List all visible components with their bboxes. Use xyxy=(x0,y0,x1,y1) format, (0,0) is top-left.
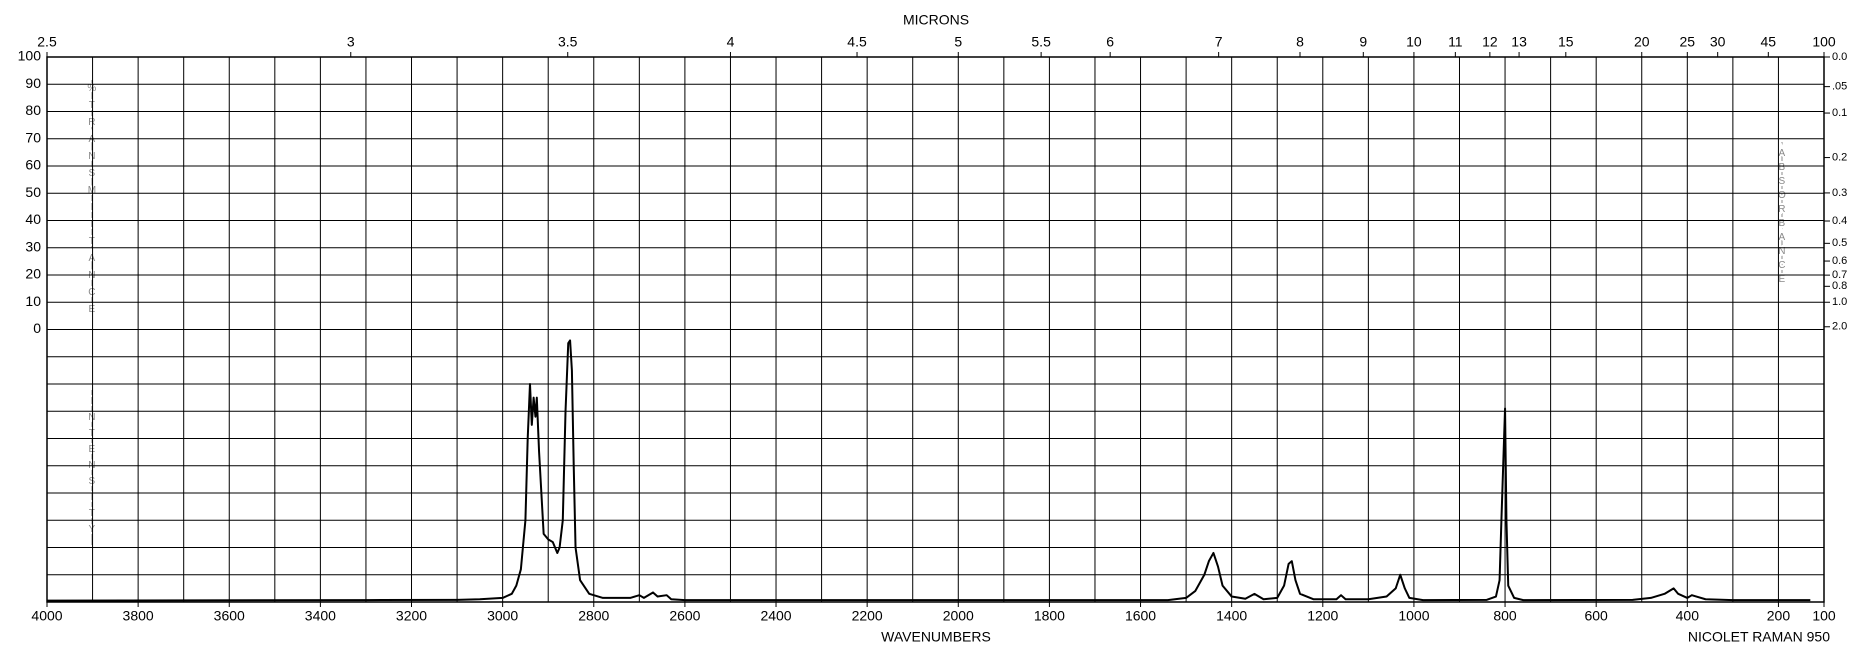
x2-tick-label: 3.5 xyxy=(558,34,578,50)
x2-tick-label: 30 xyxy=(1710,34,1726,50)
y2-tick-label: 0.7 xyxy=(1832,269,1847,281)
y-tick-label: 90 xyxy=(25,75,41,91)
x2-tick-label: 2.5 xyxy=(37,34,57,50)
x2-tick-label: 12 xyxy=(1482,34,1498,50)
y-tick-label: 0 xyxy=(33,320,41,336)
x-tick-label: 100 xyxy=(1812,608,1836,624)
y2-tick-label: 2.0 xyxy=(1832,321,1847,333)
x2-tick-label: 9 xyxy=(1359,34,1367,50)
x-tick-label: 2000 xyxy=(943,608,974,624)
x-tick-label: 1600 xyxy=(1125,608,1156,624)
x2-tick-label: 5 xyxy=(954,34,962,50)
x2-tick-label: 7 xyxy=(1215,34,1223,50)
x-tick-label: 2400 xyxy=(760,608,791,624)
x-tick-label: 2800 xyxy=(578,608,609,624)
y-tick-label: 80 xyxy=(25,102,41,118)
x-tick-label: 400 xyxy=(1676,608,1700,624)
x2-tick-label: 11 xyxy=(1448,34,1463,50)
y2-tick-label: 0.4 xyxy=(1832,215,1847,227)
x2-tick-label: 6 xyxy=(1106,34,1114,50)
x-tick-label: 2600 xyxy=(669,608,700,624)
x-tick-label: 4000 xyxy=(31,608,62,624)
x-tick-label: 1200 xyxy=(1307,608,1338,624)
x-tick-label: 800 xyxy=(1493,608,1517,624)
y-tick-label: 40 xyxy=(25,211,41,227)
intensity-title: INTENSITY xyxy=(86,396,97,540)
top-axis-title: MICRONS xyxy=(903,12,969,28)
x-tick-label: 2200 xyxy=(852,608,883,624)
y2-tick-label: 0.2 xyxy=(1832,151,1847,163)
x-tick-label: 1800 xyxy=(1034,608,1065,624)
x2-tick-label: 100 xyxy=(1812,34,1836,50)
x-tick-label: 1400 xyxy=(1216,608,1247,624)
x-tick-label: 3000 xyxy=(487,608,518,624)
y-tick-label: 10 xyxy=(25,293,41,309)
y2-tick-label: .05 xyxy=(1832,81,1847,93)
y-axis-title: %TRANSMITTANCE xyxy=(86,83,97,321)
x2-tick-label: 25 xyxy=(1680,34,1696,50)
y-tick-label: 50 xyxy=(25,184,41,200)
y2-tick-label: 0.5 xyxy=(1832,237,1847,249)
x-tick-label: 1000 xyxy=(1398,608,1429,624)
x2-tick-label: 3 xyxy=(347,34,355,50)
x2-tick-label: 15 xyxy=(1558,34,1574,50)
y2-tick-label: 1.0 xyxy=(1832,296,1847,308)
x2-tick-label: 45 xyxy=(1761,34,1777,50)
x-tick-label: 3200 xyxy=(396,608,427,624)
y2-tick-label: 0.3 xyxy=(1832,187,1847,199)
y-tick-label: 20 xyxy=(25,266,41,282)
y2-tick-label: 0.1 xyxy=(1832,107,1847,119)
x2-tick-label: 10 xyxy=(1406,34,1422,50)
x2-tick-label: 5.5 xyxy=(1031,34,1051,50)
y-tick-label: 70 xyxy=(25,129,41,145)
x2-tick-label: 20 xyxy=(1634,34,1650,50)
y2-tick-label: 0.6 xyxy=(1832,255,1847,267)
x-tick-label: 3600 xyxy=(214,608,245,624)
x-axis-title: WAVENUMBERS xyxy=(881,629,991,645)
y-tick-label: 30 xyxy=(25,238,41,254)
x2-tick-label: 4.5 xyxy=(847,34,867,50)
x-tick-label: 3400 xyxy=(305,608,336,624)
instrument-label: NICOLET RAMAN 950 xyxy=(1688,629,1830,645)
y-tick-label: 100 xyxy=(18,48,42,64)
x-tick-label: 600 xyxy=(1584,608,1608,624)
y2-tick-label: 0.0 xyxy=(1832,51,1847,63)
y2-tick-label: 0.8 xyxy=(1832,280,1847,292)
spectrum-line xyxy=(46,339,1811,602)
x-tick-label: 3800 xyxy=(123,608,154,624)
x2-tick-label: 13 xyxy=(1511,34,1527,50)
x2-tick-label: 4 xyxy=(727,34,735,50)
x2-tick-label: 8 xyxy=(1296,34,1304,50)
y-tick-label: 60 xyxy=(25,157,41,173)
x-tick-label: 200 xyxy=(1767,608,1791,624)
